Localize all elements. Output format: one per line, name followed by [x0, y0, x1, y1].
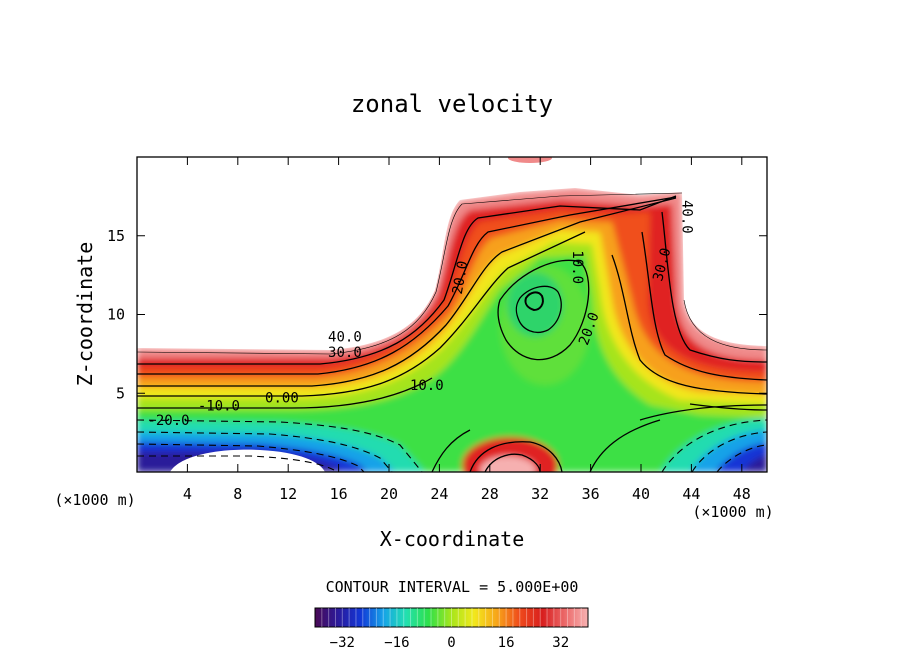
colorbar-stripes	[321, 608, 582, 627]
contour-label: 40.0	[328, 329, 362, 345]
y-tick-label: 5	[116, 384, 125, 402]
x-tick-label: 8	[233, 485, 242, 503]
x-tick-label: 20	[380, 485, 398, 503]
x-axis-title: X-coordinate	[380, 527, 525, 551]
x-tick-label: 44	[682, 485, 700, 503]
colorbar: −32 −16 0 16 32	[314, 607, 589, 651]
contour-label: 30.0	[328, 345, 362, 361]
x-tick-label: 4	[183, 485, 192, 503]
contour-label: 10.0	[569, 250, 585, 284]
contour-label: -20.0	[147, 413, 189, 429]
y-tick-label: 15	[107, 227, 125, 245]
contour-label: 10.0	[410, 378, 444, 394]
colorbar-tick-label: −32	[330, 635, 355, 651]
colorbar-tick-label: 16	[498, 635, 515, 651]
contour-field	[137, 157, 767, 472]
colorbar-tick-label: 32	[552, 635, 569, 651]
contour-label: -10.0	[198, 399, 240, 415]
x-tick-label: 28	[481, 485, 499, 503]
contour-label: 0.00	[265, 391, 299, 407]
contour-labels: 40.030.010.00.00-10.0-20.020.0 10.020.030…	[147, 200, 694, 429]
contour-interval-label: CONTOUR INTERVAL = 5.000E+00	[326, 578, 579, 596]
x-unit-right: (×1000 m)	[692, 503, 773, 521]
colorbar-gradient	[314, 607, 589, 628]
y-tick-label: 10	[107, 306, 125, 324]
contour-label: 40.0	[679, 200, 695, 234]
y-axis: 5 10 15	[107, 227, 767, 402]
contour-label: 20.0	[450, 260, 472, 296]
x-tick-label: 36	[582, 485, 600, 503]
y-axis-title: Z-coordinate	[73, 242, 97, 387]
x-tick-label: 48	[733, 485, 751, 503]
x-tick-label: 24	[430, 485, 448, 503]
chart-title: zonal velocity	[351, 90, 553, 118]
colorbar-ticks: −32 −16 0 16 32	[330, 635, 569, 651]
x-unit-left: (×1000 m)	[54, 491, 135, 509]
x-tick-label: 40	[632, 485, 650, 503]
colorbar-tick-label: −16	[384, 635, 409, 651]
x-tick-label: 32	[531, 485, 549, 503]
x-tick-label: 16	[330, 485, 348, 503]
x-axis: 4 8 12 16 20 24 28 32 36 40 44 48	[183, 157, 751, 503]
colorbar-tick-label: 0	[447, 635, 455, 651]
x-tick-label: 12	[279, 485, 297, 503]
